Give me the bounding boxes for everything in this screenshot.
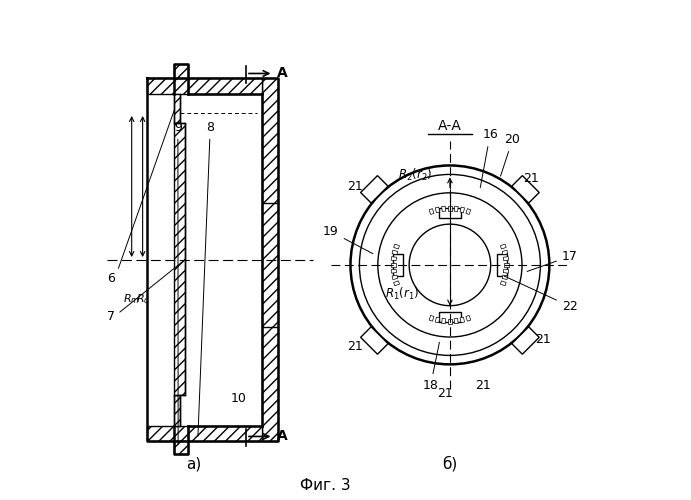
Bar — [146, 78, 188, 94]
Polygon shape — [500, 244, 507, 249]
Text: $R_2(r_2)$: $R_2(r_2)$ — [398, 168, 432, 184]
Polygon shape — [361, 176, 388, 203]
Text: $R_1(r_1)$: $R_1(r_1)$ — [386, 286, 419, 302]
Bar — [174, 442, 188, 454]
Polygon shape — [435, 317, 439, 323]
Text: 17: 17 — [527, 250, 578, 272]
Polygon shape — [503, 256, 509, 260]
Text: 10: 10 — [231, 392, 247, 404]
Polygon shape — [439, 312, 461, 322]
Bar — [188, 426, 263, 442]
Polygon shape — [512, 327, 539, 354]
Polygon shape — [460, 317, 464, 323]
Text: 18: 18 — [423, 342, 439, 392]
Text: Фиг. 3: Фиг. 3 — [301, 478, 351, 492]
Text: а): а) — [186, 457, 202, 472]
Polygon shape — [394, 281, 399, 285]
Polygon shape — [442, 318, 446, 324]
Polygon shape — [391, 263, 396, 266]
Text: A: A — [277, 429, 288, 443]
Polygon shape — [394, 244, 399, 249]
Text: б): б) — [442, 456, 457, 472]
Polygon shape — [466, 316, 471, 321]
Text: $R_c$: $R_c$ — [135, 292, 149, 306]
Bar — [174, 94, 180, 123]
Text: 6: 6 — [107, 111, 174, 286]
Text: 8: 8 — [198, 120, 214, 436]
Polygon shape — [454, 318, 458, 324]
Text: 21: 21 — [475, 379, 491, 392]
Polygon shape — [497, 254, 507, 276]
Polygon shape — [503, 269, 509, 273]
Bar — [188, 78, 263, 94]
Text: $R_m$: $R_m$ — [123, 292, 140, 306]
Polygon shape — [448, 319, 452, 324]
Text: 21: 21 — [348, 180, 363, 192]
Polygon shape — [392, 275, 397, 280]
Text: 20: 20 — [500, 133, 520, 176]
Polygon shape — [391, 256, 397, 260]
Polygon shape — [392, 250, 397, 255]
Bar — [146, 426, 188, 442]
Polygon shape — [435, 207, 439, 212]
Polygon shape — [502, 250, 508, 255]
Text: 21: 21 — [535, 332, 551, 345]
Polygon shape — [500, 281, 507, 285]
Polygon shape — [466, 208, 471, 214]
Bar — [174, 394, 180, 426]
Polygon shape — [504, 263, 509, 266]
Polygon shape — [460, 207, 464, 212]
Polygon shape — [429, 208, 434, 214]
Text: 21: 21 — [522, 172, 538, 185]
Bar — [174, 123, 185, 394]
Polygon shape — [502, 275, 508, 280]
Text: 21: 21 — [437, 386, 453, 400]
Polygon shape — [512, 176, 539, 203]
Text: 21: 21 — [348, 340, 363, 353]
Polygon shape — [454, 206, 458, 212]
Text: 7: 7 — [107, 260, 184, 322]
Bar — [174, 64, 188, 78]
Polygon shape — [361, 327, 388, 354]
Polygon shape — [393, 254, 403, 276]
Text: 16: 16 — [480, 128, 498, 188]
Polygon shape — [442, 206, 446, 212]
Text: 9: 9 — [174, 120, 182, 444]
Text: 19: 19 — [323, 225, 373, 254]
Text: А-А: А-А — [438, 119, 462, 133]
Text: 22: 22 — [504, 276, 578, 312]
Text: A: A — [277, 66, 288, 80]
Polygon shape — [391, 269, 397, 273]
Polygon shape — [439, 208, 461, 218]
Bar — [263, 78, 278, 442]
Polygon shape — [429, 316, 434, 321]
Polygon shape — [448, 206, 452, 211]
